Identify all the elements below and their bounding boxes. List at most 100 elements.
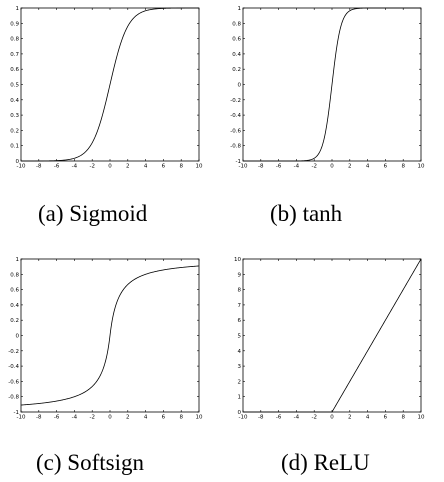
data-point — [181, 267, 182, 268]
x-tick-label: -2 — [311, 164, 316, 170]
y-tick-label: 5 — [238, 334, 242, 340]
data-point — [145, 10, 146, 11]
data-point — [305, 160, 306, 161]
y-tick-label: 0.4 — [10, 98, 19, 104]
data-point — [154, 9, 155, 10]
data-point — [127, 284, 128, 285]
y-tick-label: -0.6 — [230, 128, 241, 134]
y-tick-label: -0.6 — [8, 379, 19, 385]
x-tick-label: -6 — [54, 164, 60, 170]
data-point — [127, 26, 128, 27]
data-point — [145, 274, 146, 275]
x-tick-label: 8 — [179, 415, 183, 421]
y-tick-label: 0.4 — [232, 52, 241, 58]
y-tick-label: -0.4 — [230, 113, 241, 119]
tanh-curve — [243, 7, 421, 162]
x-tick-label: 0 — [108, 164, 112, 170]
x-tick-label: -8 — [258, 415, 264, 421]
data-point — [278, 161, 279, 162]
data-point — [101, 119, 102, 120]
axes-frame — [242, 258, 422, 413]
data-point — [349, 10, 350, 11]
x-tick-label: 0 — [330, 415, 334, 421]
tanh-plot: -10 -8 -6 -4 -2 0 2 4 6 8 10 -1 -0.8 -0.6 -0.4 -0.2 0 0.2… — [230, 6, 425, 170]
softsign-curve — [20, 265, 200, 406]
y-tick-label: 0.2 — [232, 67, 241, 73]
y-tick-label: -0.2 — [8, 349, 19, 355]
y-tick-label: 0.4 — [10, 303, 19, 309]
y-tick-label: 3 — [238, 364, 242, 370]
y-tick-label: 10 — [234, 257, 241, 263]
y-tick-label: 0.6 — [232, 37, 241, 43]
caption-softsign: (c) Softsign — [36, 450, 144, 475]
data-point — [119, 297, 120, 298]
data-point — [367, 8, 368, 9]
data-point — [114, 310, 115, 311]
x-tick-label: 0 — [330, 164, 334, 170]
x-tick-label: 2 — [348, 415, 352, 421]
x-tick-label: -2 — [89, 164, 94, 170]
y-tick-label: 7 — [238, 303, 242, 309]
data-point — [21, 405, 22, 406]
y-tick-label: 1 — [16, 6, 20, 12]
x-tick-label: -6 — [276, 415, 282, 421]
x-tick-label: 8 — [179, 164, 183, 170]
data-point — [385, 8, 386, 9]
x-tick-label: 6 — [384, 164, 388, 170]
x-tick-label: -4 — [72, 164, 78, 170]
data-point — [358, 8, 359, 9]
y-tick-label: 0.3 — [10, 113, 19, 119]
x-tick-label: 6 — [162, 415, 166, 421]
y-tick-label: 0.6 — [10, 67, 19, 73]
y-tick-label: -0.4 — [8, 364, 19, 370]
y-tick-label: 0.8 — [10, 37, 19, 43]
relu-curve — [243, 258, 422, 413]
x-tick-label: -10 — [17, 164, 26, 170]
data-point — [74, 396, 75, 397]
y-tick-label: 0.6 — [10, 288, 19, 294]
x-tick-label: -4 — [72, 415, 78, 421]
y-tick-label: 0 — [238, 410, 242, 416]
x-tick-label: 10 — [196, 415, 203, 421]
y-tick-label: 6 — [238, 318, 242, 324]
x-tick-label: 6 — [162, 164, 166, 170]
x-tick-label: -8 — [36, 415, 42, 421]
data-point — [163, 8, 164, 9]
data-point — [101, 373, 102, 374]
data-point — [56, 160, 57, 161]
caption-sigmoid: (a) Sigmoid — [38, 201, 148, 226]
data-point — [199, 266, 200, 267]
x-tick-label: 10 — [418, 415, 425, 421]
x-tick-label: -6 — [276, 164, 282, 170]
y-tick-label: 0.9 — [10, 21, 19, 27]
relu-plot: -10 -8 -6 -4 -2 0 2 4 6 8 10 0 1 2 3 4 5 6 7 8 9 10 — [234, 257, 425, 421]
softsign-plot: -10 -8 -6 -4 -2 0 2 4 6 8 10 -1 -0.8 -0.6 -0.4 -0.2 0 0.2… — [8, 257, 203, 421]
y-tick-label: 0.7 — [10, 52, 19, 58]
y-tick-label: 0.1 — [10, 144, 19, 150]
y-tick-label: 0 — [16, 334, 20, 340]
data-point — [136, 15, 137, 16]
y-tick-label: 0.2 — [10, 128, 19, 134]
data-point — [38, 161, 39, 162]
y-tick-label: 0.8 — [232, 21, 241, 27]
data-point — [421, 259, 422, 260]
y-tick-label: 0.8 — [10, 272, 19, 278]
y-tick-label: -1 — [14, 410, 19, 416]
y-tick-label: -1 — [236, 159, 241, 165]
data-point — [332, 84, 333, 85]
x-tick-label: 10 — [418, 164, 425, 170]
y-tick-label: 1 — [16, 257, 20, 263]
y-tick-label: 1 — [238, 6, 242, 12]
data-point — [105, 361, 106, 362]
data-point — [323, 142, 324, 143]
data-point — [56, 401, 57, 402]
data-point — [110, 84, 111, 85]
x-tick-label: -10 — [239, 164, 248, 170]
caption-tanh: (b) tanh — [270, 201, 343, 226]
x-tick-label: 0 — [108, 415, 112, 421]
y-tick-label: 0 — [238, 83, 242, 89]
data-point — [163, 270, 164, 271]
data-point — [345, 15, 346, 16]
data-point — [243, 161, 244, 162]
